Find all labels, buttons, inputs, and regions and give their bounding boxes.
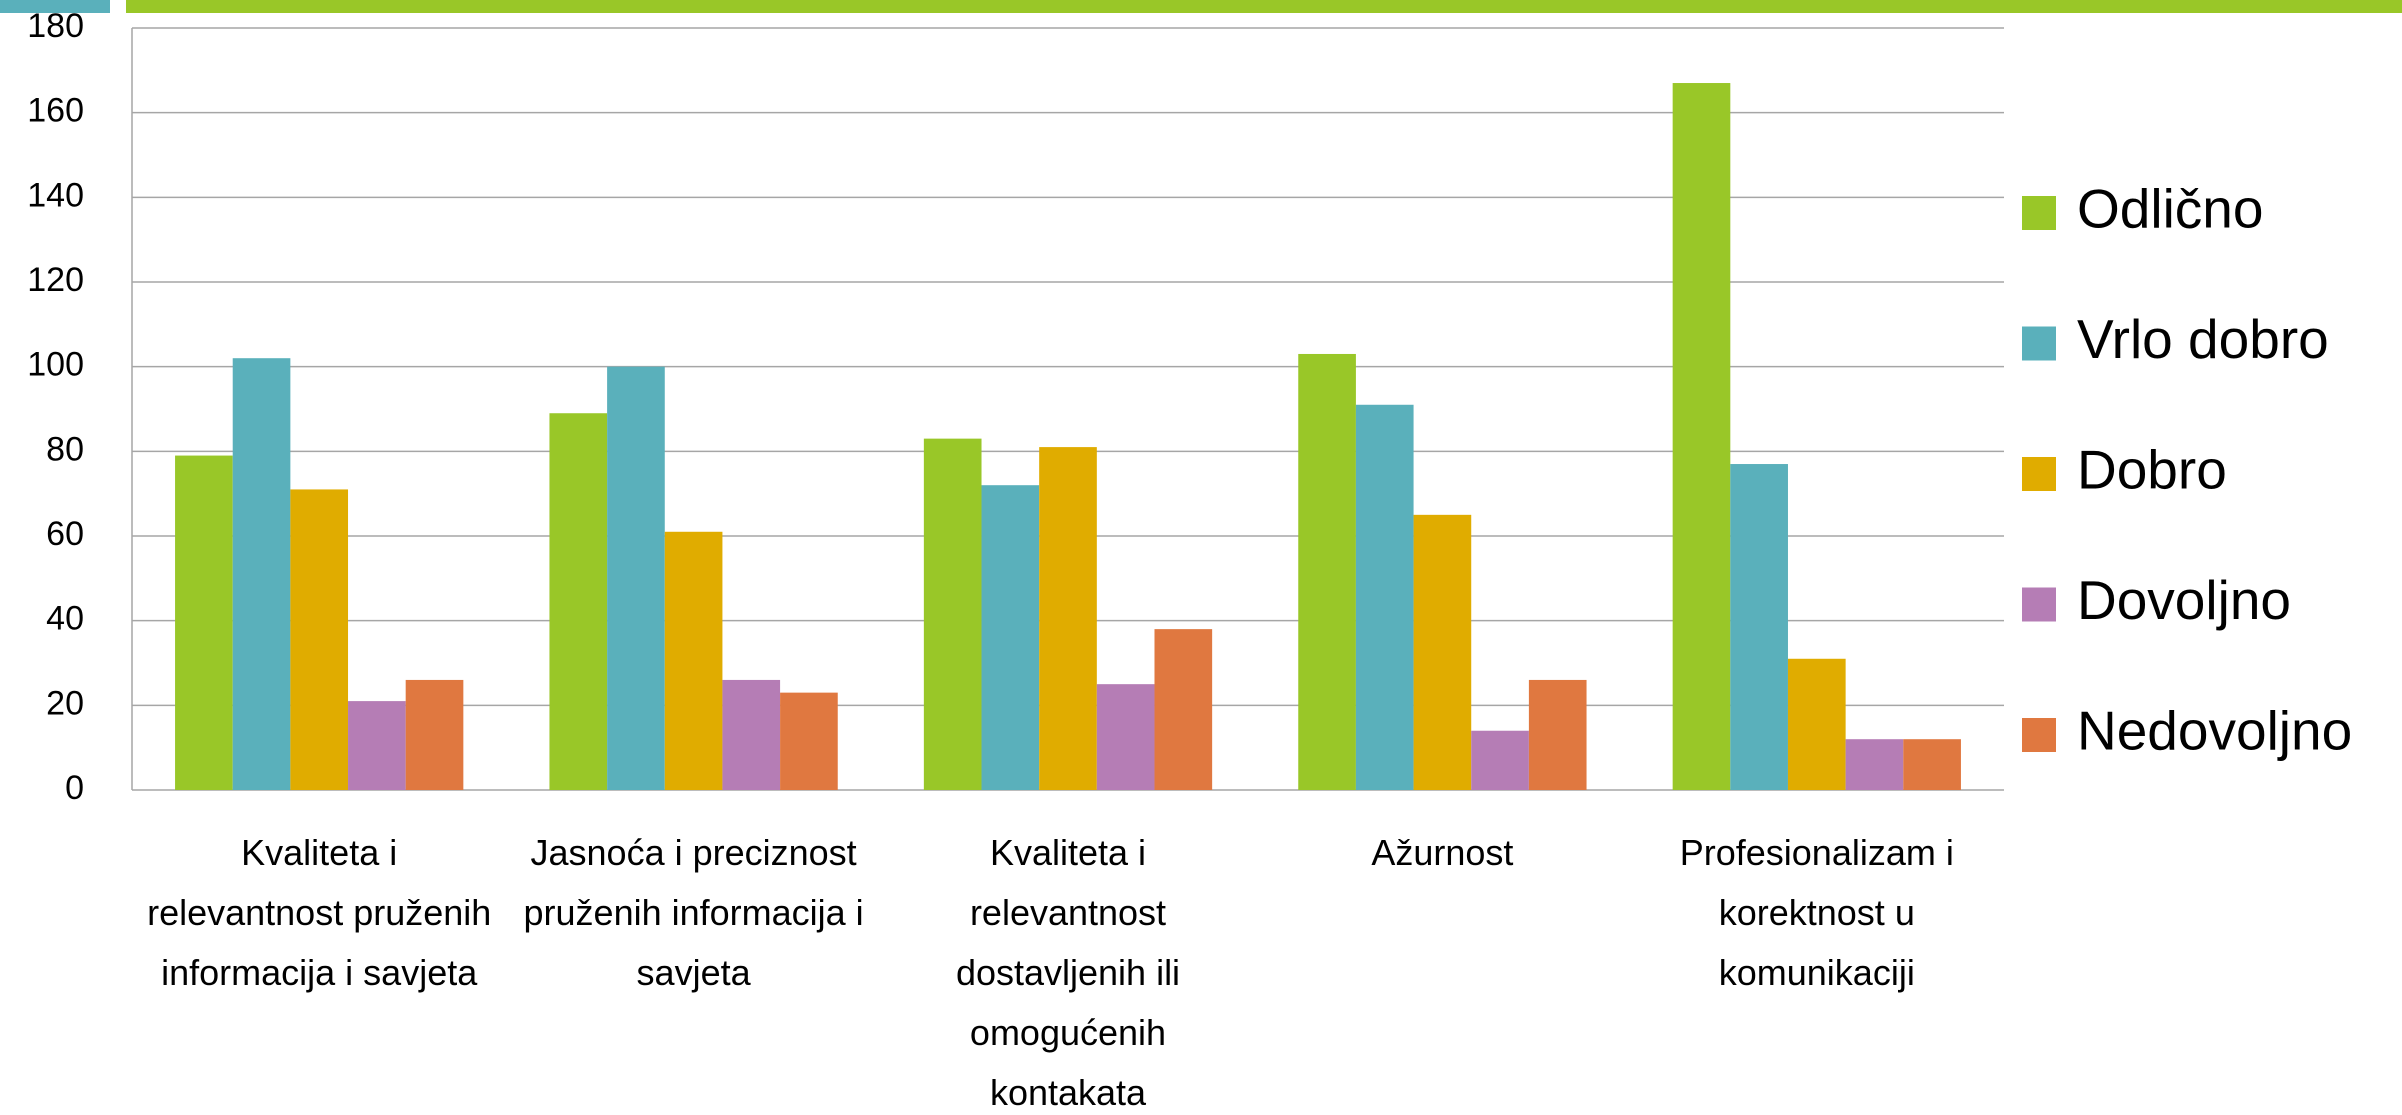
- x-tick-label: Kvaliteta i relevantnost pruženih inform…: [147, 832, 492, 993]
- bar: [780, 692, 838, 790]
- bar: [290, 489, 349, 790]
- legend-label: Dobro: [2077, 439, 2227, 501]
- decor-bar: [0, 0, 110, 13]
- y-tick-label: 140: [27, 176, 84, 214]
- bar: [1355, 404, 1414, 790]
- y-tick-label: 40: [46, 600, 84, 638]
- legend-label: Odlično: [2077, 178, 2263, 240]
- bar: [1471, 730, 1529, 790]
- bar: [1903, 739, 1961, 790]
- bar: [981, 485, 1040, 790]
- y-tick-label: 20: [46, 684, 84, 722]
- legend-swatch: [2022, 457, 2056, 491]
- bar: [1039, 447, 1097, 790]
- bar: [175, 455, 233, 790]
- bar: [1298, 353, 1356, 790]
- x-tick-label: Profesionalizam i korektnost u komunikac…: [1679, 832, 1954, 993]
- legend-swatch: [2022, 587, 2056, 622]
- bar: [607, 366, 665, 790]
- bar: [1096, 684, 1155, 790]
- legend-label: Nedovoljno: [2077, 700, 2352, 762]
- legend-label: Vrlo dobro: [2077, 308, 2329, 370]
- bar: [232, 358, 291, 790]
- bar: [405, 679, 464, 790]
- y-tick-label: 180: [27, 7, 84, 45]
- bar: [1787, 658, 1846, 790]
- bar: [348, 701, 406, 790]
- legend-label: Dovoljno: [2077, 569, 2291, 631]
- y-tick-label: 100: [27, 346, 84, 384]
- bar: [549, 413, 608, 790]
- x-tick-label: Kvaliteta i relevantnost dostavljenih il…: [955, 832, 1181, 1113]
- legend-swatch: [2022, 196, 2056, 230]
- legend-swatch: [2022, 326, 2056, 361]
- x-tick-label: Jasnoća i preciznost pruženih informacij…: [523, 832, 864, 993]
- bar: [664, 531, 723, 790]
- y-tick-label: 60: [46, 515, 84, 553]
- bar: [923, 438, 982, 790]
- bar: [1413, 514, 1472, 790]
- y-tick-label: 160: [27, 92, 84, 130]
- legend-swatch: [2022, 718, 2056, 752]
- bar: [1154, 629, 1213, 790]
- y-tick-label: 0: [65, 769, 84, 807]
- y-tick-label: 120: [27, 261, 84, 299]
- bar: [722, 679, 781, 790]
- y-tick-label: 80: [46, 430, 84, 468]
- bar: [1845, 739, 1904, 790]
- x-tick-label: Ažurnost: [1371, 832, 1514, 873]
- bar: [1528, 679, 1587, 790]
- bar: [1730, 464, 1788, 790]
- decor-bar: [126, 0, 2402, 13]
- bar: [1672, 83, 1731, 791]
